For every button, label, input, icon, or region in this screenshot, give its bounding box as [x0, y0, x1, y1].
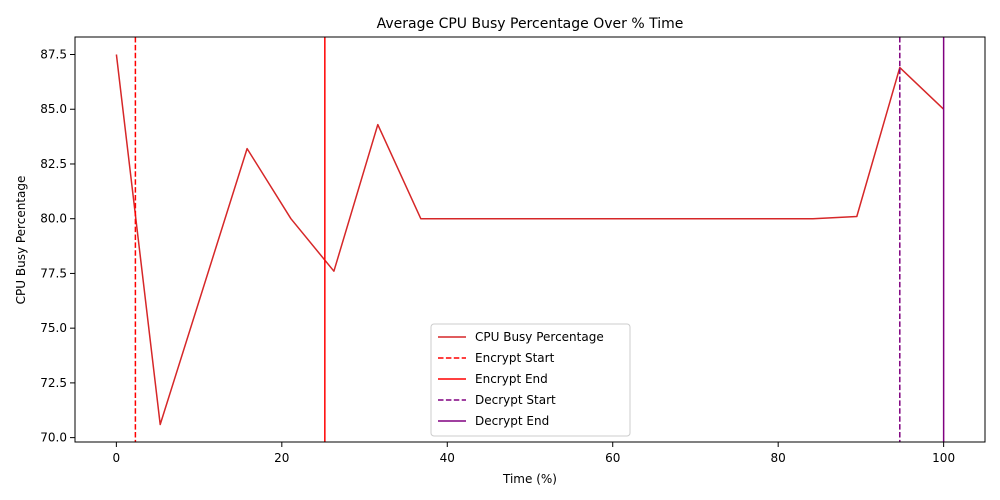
x-tick-label: 40: [440, 451, 455, 465]
x-axis-title: Time (%): [502, 472, 557, 486]
legend-label: CPU Busy Percentage: [475, 330, 604, 344]
legend-box: [430, 323, 631, 437]
y-tick-label: 80.0: [40, 212, 67, 226]
x-tick-label: 0: [113, 451, 121, 465]
x-tick-label: 60: [605, 451, 620, 465]
legend: CPU Busy Percentage Encrypt Start Encrypt …: [430, 323, 631, 437]
y-tick-label: 85.0: [40, 102, 67, 116]
plot-area-frame: [74, 36, 986, 443]
y-tick-label: 87.5: [40, 48, 67, 62]
x-tick-label: 80: [771, 451, 786, 465]
y-tick-label: 70.0: [40, 431, 67, 445]
legend-label: Decrypt Start: [475, 393, 556, 407]
x-tick-label: 100: [932, 451, 955, 465]
y-tick-label: 82.5: [40, 157, 67, 171]
x-tick-label: 20: [274, 451, 289, 465]
y-tick-label: 75.0: [40, 321, 67, 335]
chart-title: Average CPU Busy Percentage Over % Time: [377, 16, 684, 32]
legend-label: Encrypt End: [475, 372, 548, 386]
legend-label: Decrypt End: [475, 414, 549, 428]
y-tick-label: 72.5: [40, 376, 67, 390]
legend-label: Encrypt Start: [475, 351, 555, 365]
series-line: [115, 54, 945, 426]
y-tick-label: 77.5: [40, 266, 67, 280]
y-axis-title: CPU Busy Percentage: [14, 176, 28, 305]
